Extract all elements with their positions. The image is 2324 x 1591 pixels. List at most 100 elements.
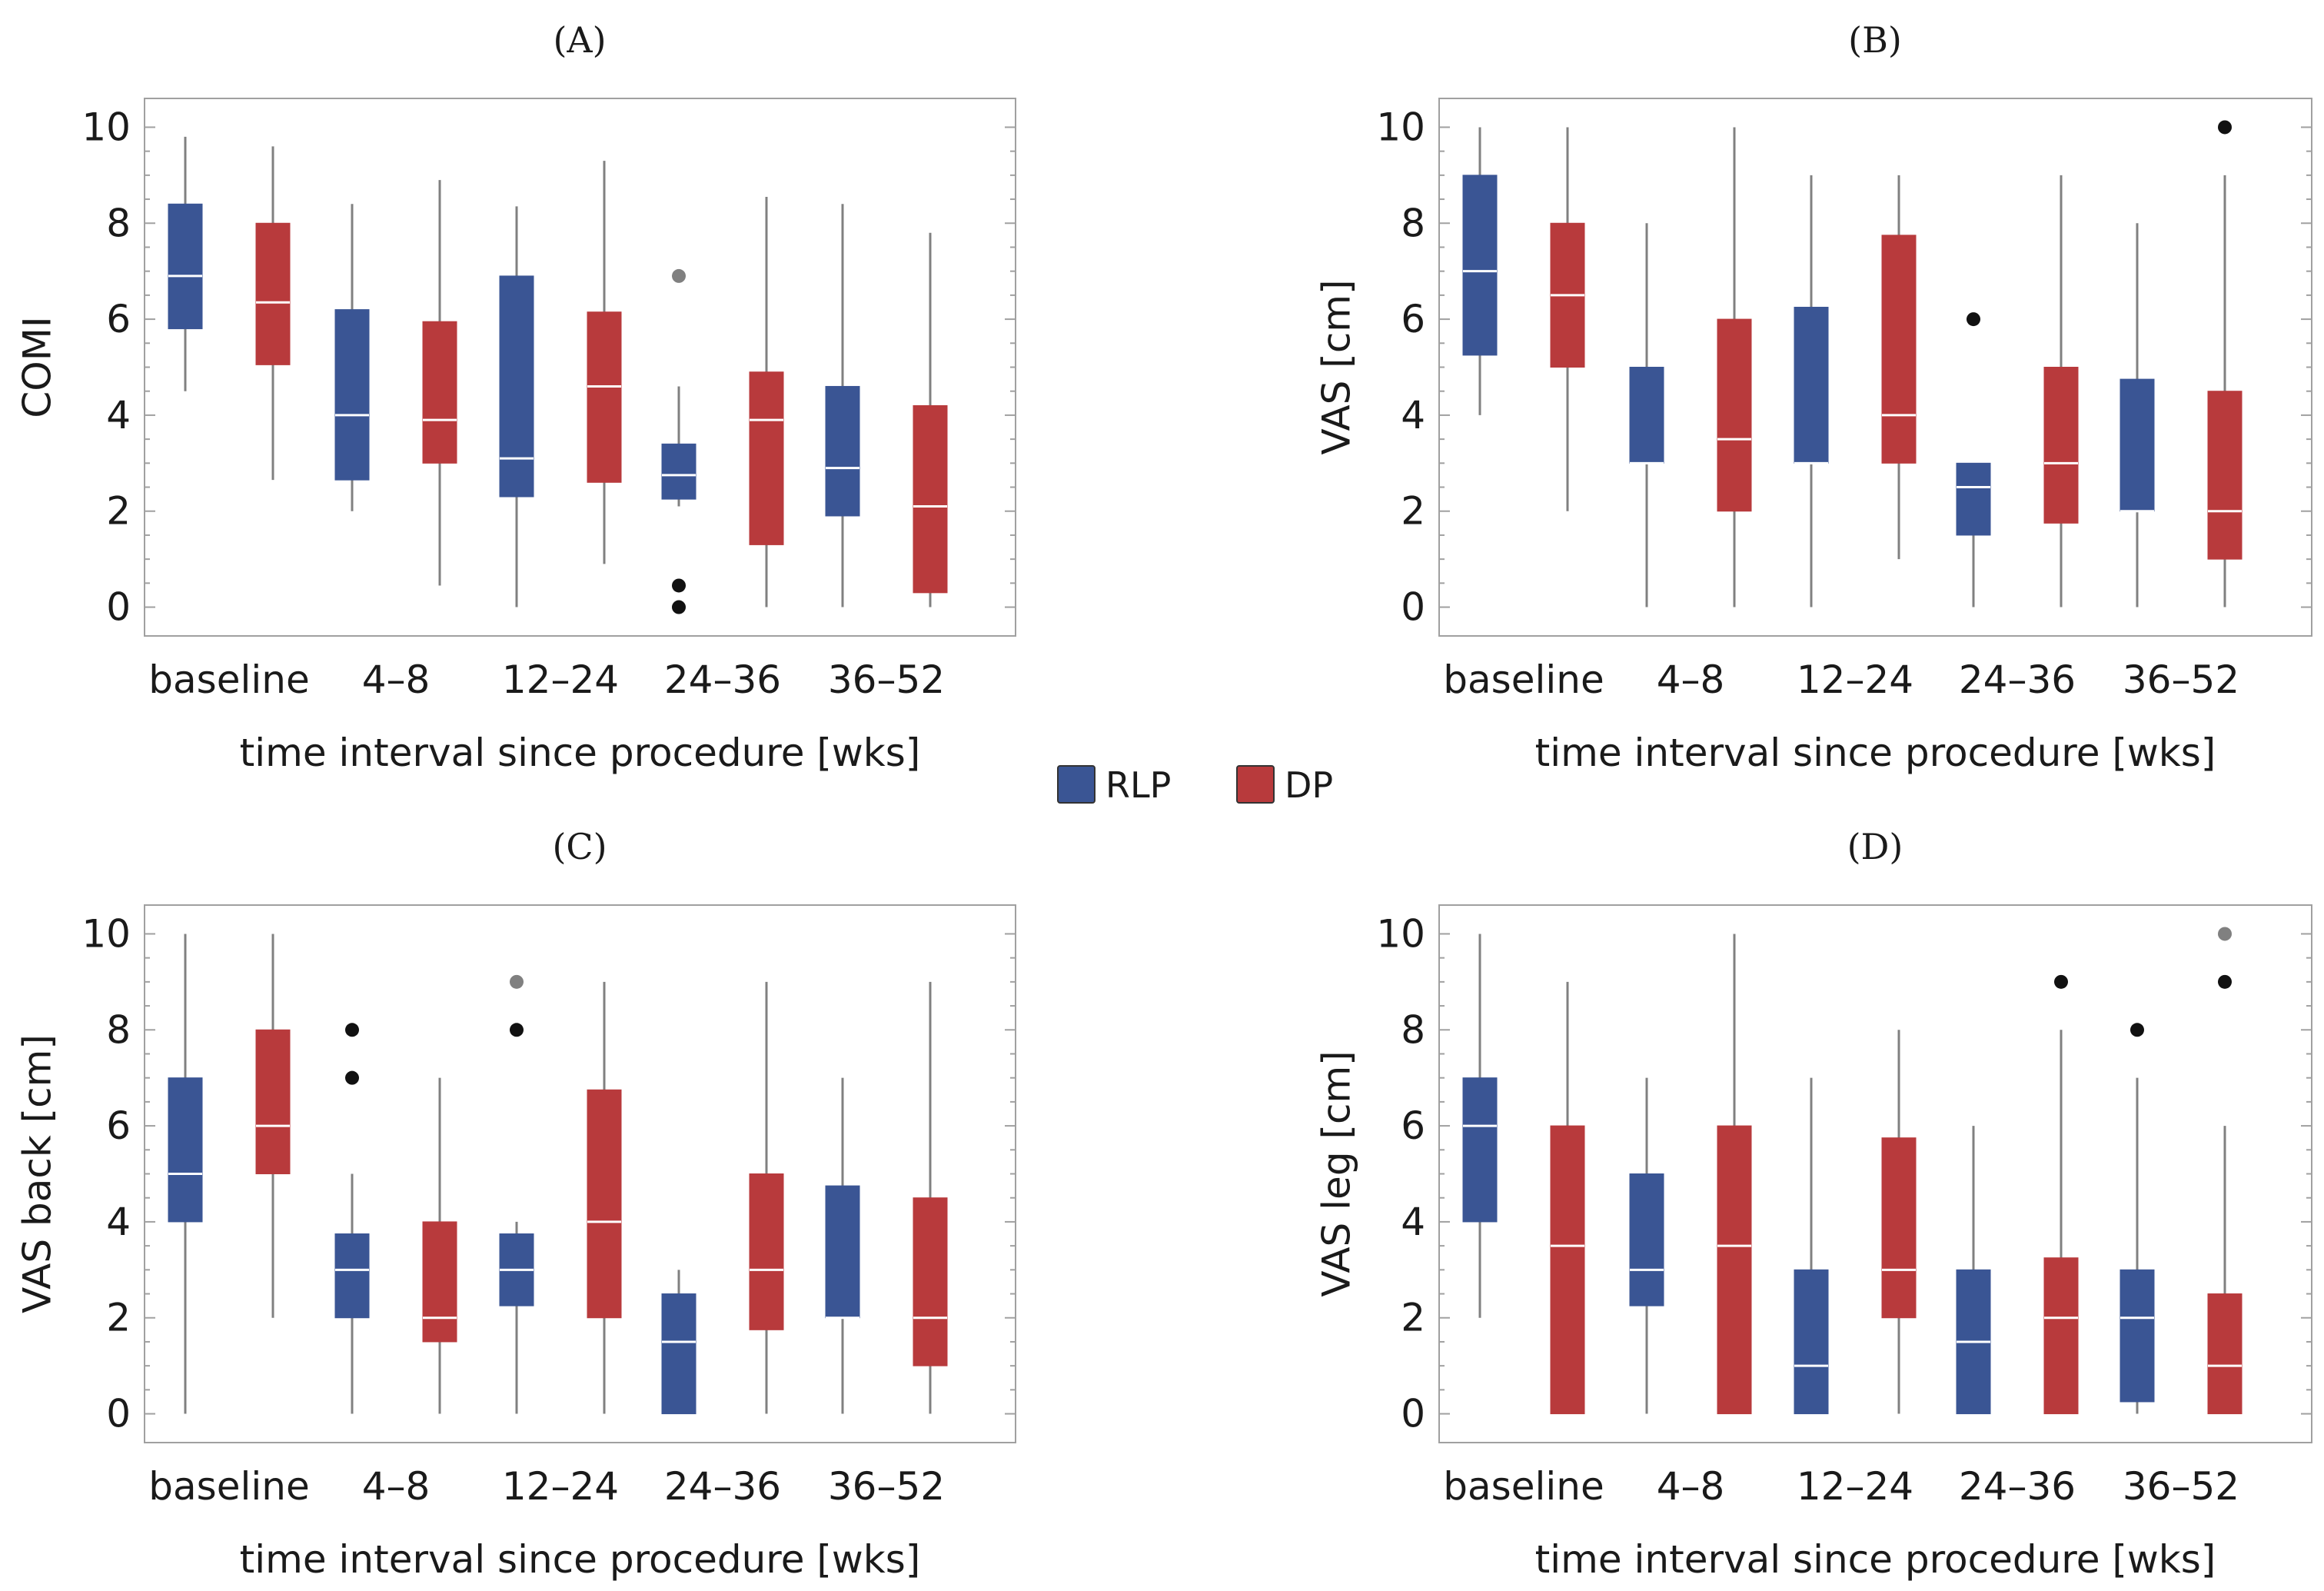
outlier-point (1967, 312, 1980, 327)
y-tick-label: 10 (1376, 911, 1425, 956)
box-body (2207, 391, 2243, 560)
box-body (334, 309, 370, 481)
box-rlp-4 (2120, 223, 2155, 607)
box-body (255, 222, 291, 365)
box-dp-3 (2043, 974, 2079, 1415)
box-body (661, 1293, 697, 1415)
box-dp-3 (2043, 175, 2079, 607)
outlier-point (2218, 120, 2232, 135)
box-body (168, 203, 203, 330)
box-body (913, 1197, 948, 1366)
box-body (1462, 1077, 1498, 1223)
box-body (2207, 1293, 2243, 1415)
x-tick-label: 36–52 (828, 1464, 945, 1509)
y-tick-label: 2 (1401, 1296, 1425, 1340)
outlier-point (510, 974, 524, 989)
box-body (2043, 1257, 2079, 1415)
box-body (825, 1185, 860, 1319)
box-body (1881, 1137, 1917, 1319)
x-tick-label: 12–24 (1797, 657, 1913, 702)
box-dp-0 (1550, 127, 1585, 511)
y-tick-label: 4 (106, 393, 131, 438)
box-body (1717, 1125, 1752, 1415)
box-body (1462, 175, 1498, 356)
box-rlp-1 (1629, 223, 1664, 607)
y-axis-label: COMI (15, 316, 60, 418)
box-dp-2 (587, 981, 622, 1414)
box-body (168, 1077, 203, 1223)
box-dp-4 (913, 232, 948, 607)
outlier-point (345, 1070, 359, 1085)
x-tick-label: 24–36 (664, 657, 781, 702)
box-body (913, 404, 948, 594)
box-rlp-0 (1462, 934, 1498, 1318)
box-rlp-0 (168, 934, 203, 1414)
y-tick-label: 8 (106, 201, 131, 245)
y-tick-label: 0 (1401, 1392, 1425, 1436)
box-dp-4 (913, 981, 948, 1414)
box-rlp-0 (1462, 127, 1498, 415)
x-tick-label: baseline (1443, 1464, 1604, 1509)
x-tick-label: baseline (1443, 657, 1604, 702)
outlier-point (2218, 974, 2232, 989)
y-tick-label: 8 (1401, 201, 1425, 245)
y-tick-label: 2 (1401, 489, 1425, 534)
box-dp-3 (749, 196, 784, 607)
box-rlp-2 (1794, 175, 1829, 607)
x-axis-label: time interval since procedure [wks] (240, 1537, 921, 1582)
box-body (1956, 462, 1991, 536)
box-body (422, 1221, 457, 1343)
x-tick-label: baseline (148, 657, 309, 702)
box-rlp-3 (661, 1270, 697, 1415)
box-body (334, 1233, 370, 1319)
box-rlp-3 (661, 268, 697, 614)
box-body (499, 275, 534, 498)
box-body (1550, 1125, 1585, 1415)
box-dp-2 (587, 161, 622, 564)
box-dp-1 (422, 180, 457, 586)
box-body (661, 443, 697, 500)
y-tick-label: 4 (106, 1200, 131, 1244)
y-axis-label: VAS leg [cm] (1315, 1050, 1359, 1296)
box-dp-1 (422, 1077, 457, 1414)
box-dp-2 (1881, 1030, 1917, 1414)
y-tick-label: 10 (1376, 105, 1425, 149)
box-rlp-4 (825, 1077, 860, 1414)
x-tick-label: 24–36 (1959, 1464, 2076, 1509)
y-tick-label: 10 (81, 911, 131, 956)
box-rlp-1 (334, 1023, 370, 1414)
y-axis-ticks (1439, 933, 2312, 1415)
box-body (1717, 318, 1752, 512)
y-tick-label: 8 (1401, 1007, 1425, 1052)
box-rlp-4 (825, 204, 860, 607)
y-tick-label: 0 (1401, 585, 1425, 630)
box-body (1629, 367, 1664, 464)
panel-d: 0 2 4 6 8 10 baseline 4–8 12–24 24–36 36–52 (D) time… (1315, 826, 2312, 1582)
x-tick-label: 12–24 (502, 1464, 619, 1509)
x-tick-label: 24–36 (664, 1464, 781, 1509)
x-tick-label: 4–8 (362, 657, 431, 702)
y-tick-label: 4 (1401, 1200, 1425, 1244)
y-tick-label: 6 (1401, 297, 1425, 341)
panel-title: (C) (552, 826, 607, 867)
box-body (1794, 306, 1829, 464)
panel-title: (B) (1848, 19, 1902, 61)
plot-frame (144, 98, 1016, 637)
legend-swatch-rlp (1057, 765, 1096, 804)
legend: RLP DP (1057, 764, 1333, 806)
outlier-point (672, 578, 686, 593)
box-body (825, 385, 860, 517)
y-tick-label: 10 (81, 105, 131, 149)
panel-c: 0 2 4 6 8 10 baseline 4–8 12–24 24–36 36–52 (C) time… (15, 826, 1016, 1582)
y-tick-label: 0 (106, 585, 131, 630)
box-body (2120, 1269, 2155, 1403)
outlier-point (672, 268, 686, 283)
legend-swatch-dp (1236, 765, 1275, 804)
box-body (587, 311, 622, 483)
box-rlp-2 (1794, 1077, 1829, 1415)
y-axis-ticks (145, 126, 1016, 608)
panel-title: (D) (1847, 826, 1903, 867)
box-body (422, 321, 457, 464)
box-body (749, 371, 784, 545)
